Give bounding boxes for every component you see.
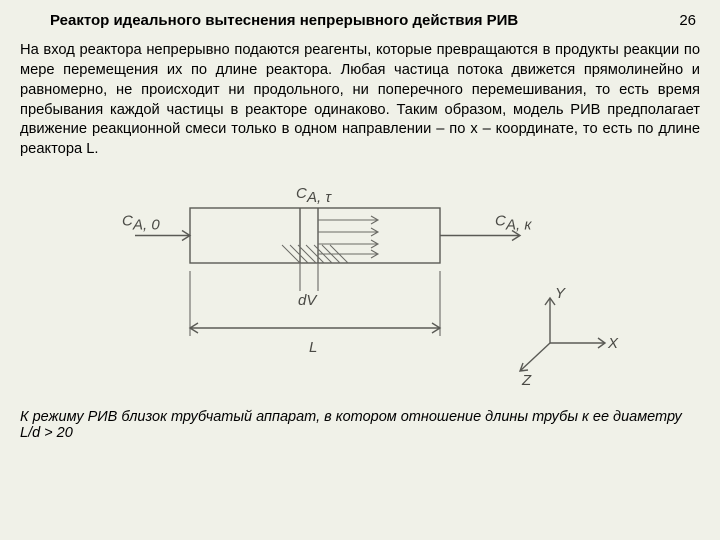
svg-text:X: X — [607, 335, 619, 352]
page-title: Реактор идеального вытеснения непрерывно… — [50, 12, 518, 29]
svg-text:A, τ: A, τ — [306, 189, 332, 206]
svg-text:С: С — [495, 213, 506, 230]
page-number: 26 — [679, 12, 696, 29]
footer-note: К режиму РИВ близок трубчатый аппарат, в… — [20, 409, 700, 441]
svg-text:С: С — [296, 185, 307, 202]
svg-text:С: С — [122, 213, 133, 230]
svg-text:A, к: A, к — [505, 217, 532, 234]
header: Реактор идеального вытеснения непрерывно… — [20, 12, 700, 29]
reactor-diagram: dVLСA, 0СA, кСA, τXYZ — [20, 168, 700, 403]
svg-text:Z: Z — [521, 372, 532, 389]
svg-text:L: L — [309, 339, 317, 356]
svg-text:Y: Y — [555, 285, 566, 302]
svg-text:A, 0: A, 0 — [132, 217, 160, 234]
svg-text:dV: dV — [298, 292, 318, 309]
body-paragraph: На вход реактора непрерывно подаются реа… — [20, 41, 700, 160]
